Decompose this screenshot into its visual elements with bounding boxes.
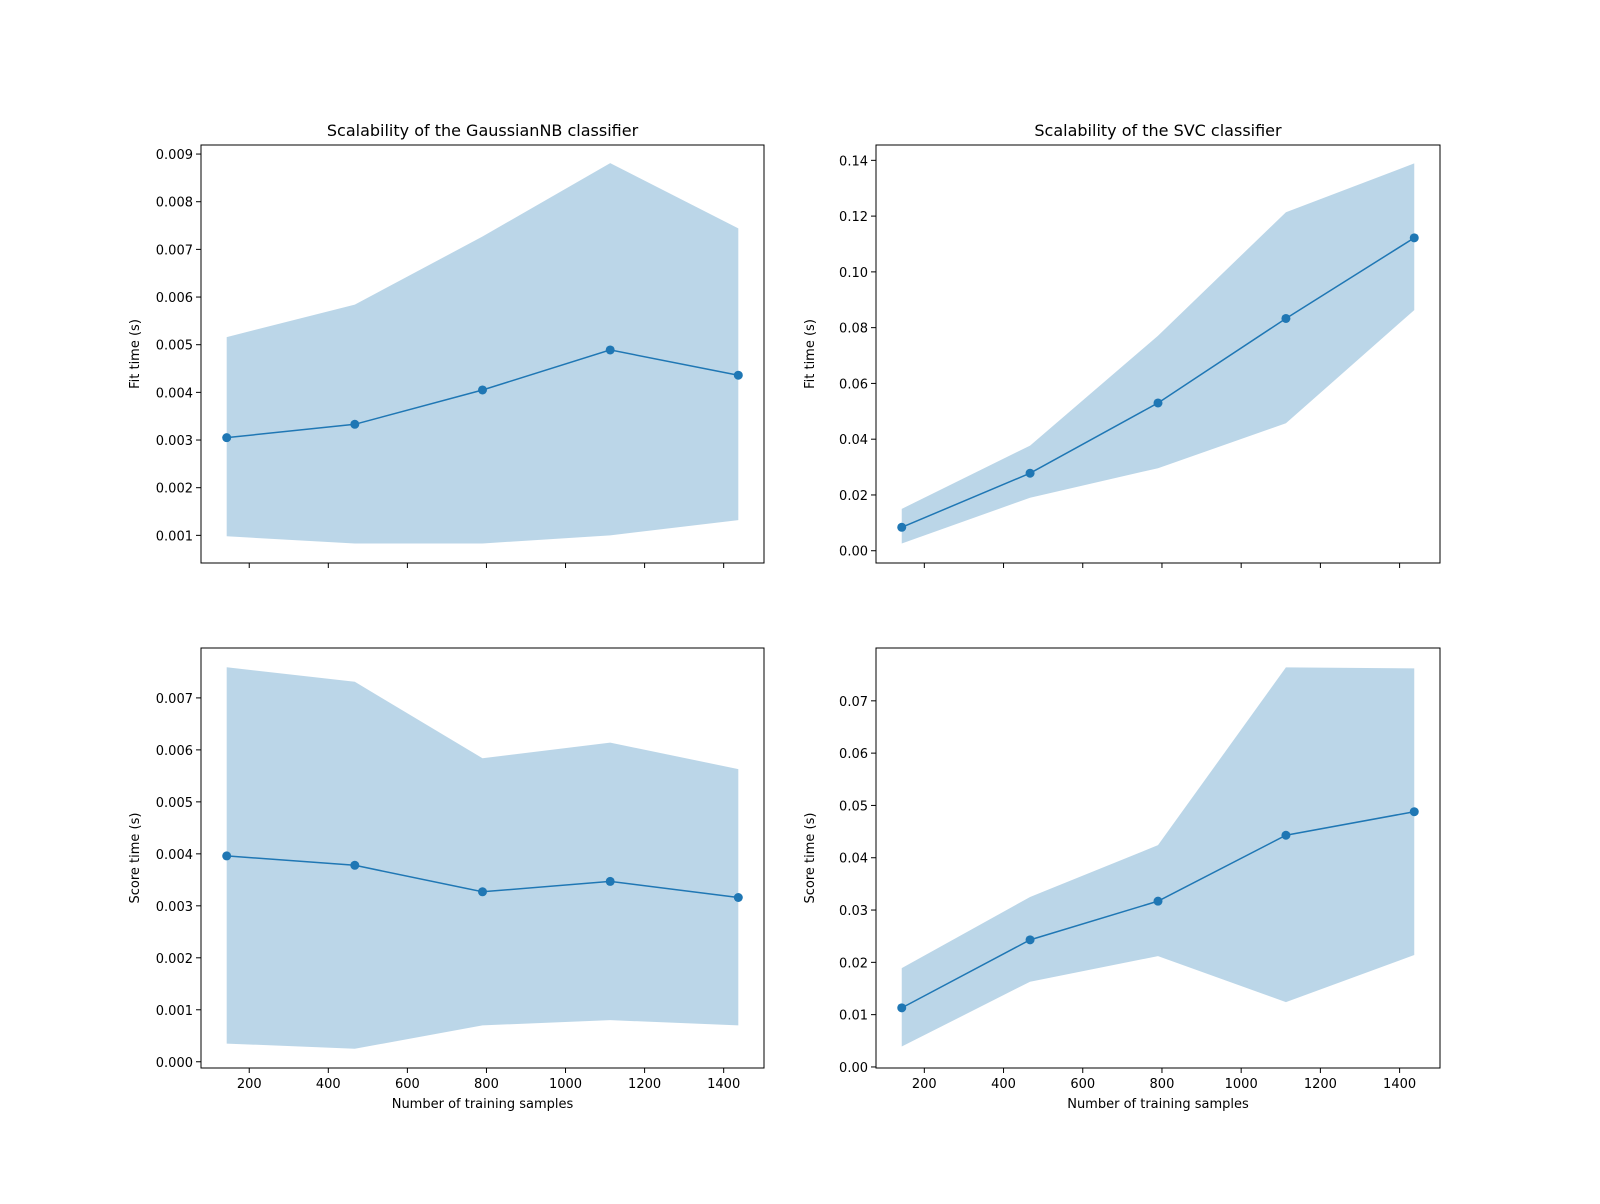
x-tick-label: 1200	[1304, 1077, 1337, 1092]
data-point	[1409, 233, 1419, 243]
data-point	[1025, 935, 1035, 945]
y-tick-label: 0.003	[156, 434, 193, 449]
y-axis-label: Fit time (s)	[128, 319, 143, 389]
y-axis-label: Fit time (s)	[803, 319, 818, 389]
x-tick-label: 400	[316, 1077, 341, 1092]
y-tick-label: 0.05	[839, 799, 868, 814]
x-axis-label: Number of training samples	[392, 1097, 574, 1112]
data-point	[350, 860, 360, 870]
y-axis-label: Score time (s)	[128, 813, 143, 904]
y-tick-label: 0.00	[839, 1061, 868, 1076]
y-tick-label: 0.006	[156, 291, 193, 306]
y-tick-label: 0.009	[156, 148, 193, 163]
std-band	[901, 163, 1415, 544]
y-tick-label: 0.002	[156, 482, 193, 497]
y-tick-label: 0.03	[839, 904, 868, 919]
y-tick-label: 0.008	[156, 196, 193, 211]
y-tick-label: 0.005	[156, 796, 193, 811]
y-axis-label: Score time (s)	[803, 813, 818, 904]
data-point	[605, 876, 615, 886]
subplot-1: 0.001 0.002 0.003 0.004 0.005 0.006 0.007 0.008…	[128, 121, 765, 568]
y-tick-label: 0.02	[839, 489, 868, 504]
y-tick-label: 0.08	[839, 322, 868, 337]
y-tick-label: 0.14	[839, 154, 868, 169]
data-point	[478, 385, 487, 395]
data-point	[1409, 807, 1419, 817]
y-tick-label: 0.06	[839, 377, 868, 392]
data-point	[897, 522, 907, 532]
y-tick-label: 0.001	[156, 529, 193, 544]
y-tick-label: 0.001	[156, 1004, 193, 1019]
x-tick-label: 600	[1070, 1077, 1095, 1092]
y-tick-label: 0.002	[156, 952, 193, 967]
x-tick-label: 200	[237, 1077, 262, 1092]
data-point	[897, 1003, 907, 1013]
data-point	[1153, 398, 1163, 408]
subplot-title: Scalability of the GaussianNB classifier	[327, 121, 639, 140]
std-band	[226, 667, 739, 1049]
x-tick-label: 1200	[628, 1077, 661, 1092]
data-point	[1025, 468, 1035, 478]
y-tick-label: 0.04	[839, 852, 868, 867]
x-axis-label: Number of training samples	[1067, 1097, 1249, 1112]
data-point	[222, 433, 232, 443]
data-point	[350, 419, 360, 429]
x-tick-label: 800	[1150, 1077, 1175, 1092]
data-point	[1281, 830, 1291, 840]
y-tick-label: 0.007	[156, 243, 193, 258]
x-tick-label: 1400	[707, 1077, 740, 1092]
y-tick-label: 0.02	[839, 956, 868, 971]
subplot-title: Scalability of the SVC classifier	[1034, 121, 1282, 140]
x-tick-label: 400	[991, 1077, 1016, 1092]
subplot-2: 0.00 0.02 0.04 0.06 0.08 0.10 0.12 0.14 Scalabil…	[803, 121, 1441, 568]
data-point	[222, 851, 232, 861]
subplot-3: 200 400 600 800 1000 1200 1400 0.000 0.001 0.002 0…	[128, 647, 765, 1112]
y-tick-label: 0.00	[839, 545, 868, 560]
data-point	[1153, 896, 1163, 906]
x-tick-label: 200	[912, 1077, 937, 1092]
data-point	[478, 887, 487, 897]
data-point	[733, 893, 743, 903]
x-tick-label: 800	[474, 1077, 499, 1092]
data-point	[1281, 313, 1291, 323]
axes-frame	[200, 647, 765, 1069]
y-tick-label: 0.12	[839, 210, 868, 225]
y-tick-label: 0.04	[839, 433, 868, 448]
std-band	[901, 667, 1415, 1047]
y-tick-label: 0.006	[156, 744, 193, 759]
y-tick-label: 0.004	[156, 848, 193, 863]
y-tick-label: 0.10	[839, 266, 868, 281]
x-tick-label: 1400	[1383, 1077, 1416, 1092]
y-tick-label: 0.004	[156, 386, 193, 401]
y-tick-label: 0.005	[156, 339, 193, 354]
y-tick-label: 0.06	[839, 747, 868, 762]
x-tick-label: 1000	[549, 1077, 582, 1092]
data-point	[733, 370, 743, 380]
y-tick-label: 0.07	[839, 695, 868, 710]
x-tick-label: 1000	[1225, 1077, 1258, 1092]
y-tick-label: 0.003	[156, 900, 193, 915]
y-tick-label: 0.01	[839, 1009, 868, 1024]
subplot-4: 200 400 600 800 1000 1200 1400 0.00 0.01 0.02 0.03…	[803, 647, 1441, 1112]
axes-frame	[875, 144, 1441, 564]
y-tick-label: 0.007	[156, 692, 193, 707]
y-tick-label: 0.000	[156, 1056, 193, 1071]
data-point	[605, 345, 615, 355]
axes-frame	[200, 144, 765, 564]
x-tick-label: 600	[395, 1077, 420, 1092]
std-band	[226, 163, 739, 544]
